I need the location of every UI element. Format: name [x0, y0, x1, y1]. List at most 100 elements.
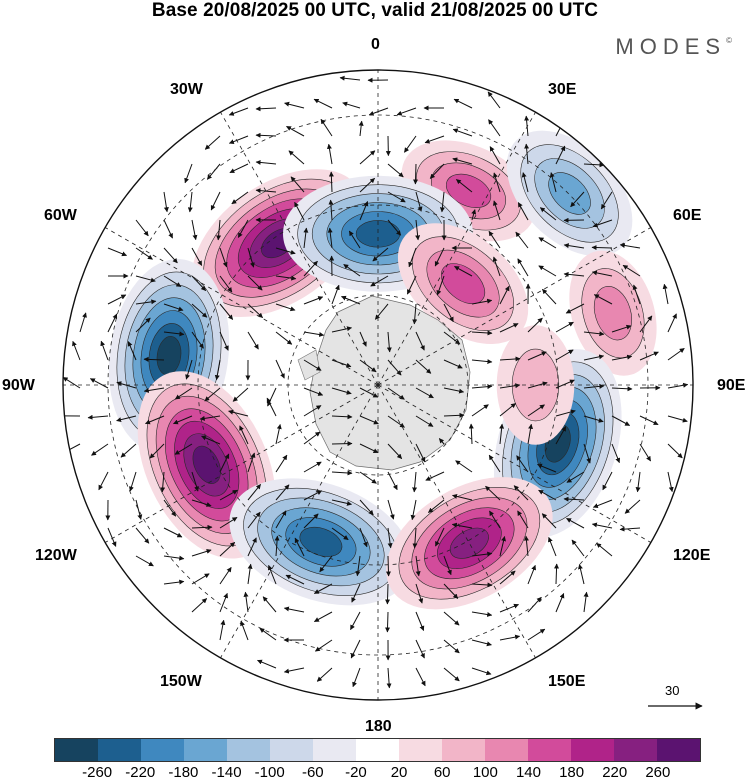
- wind-vector-arrow: [314, 639, 333, 652]
- wind-vector-arrow: [120, 443, 137, 458]
- wind-vector-arrow: [387, 499, 395, 520]
- wind-vector-arrow: [471, 298, 493, 305]
- wind-vector-arrow: [593, 294, 613, 305]
- wind-vector-arrow: [591, 522, 613, 529]
- reference-vector-label: 30: [665, 683, 680, 698]
- wind-vector-arrow: [372, 247, 389, 262]
- wind-vector-arrow: [571, 539, 585, 557]
- anomaly-contour-ridge-120w: [192, 445, 221, 484]
- wind-vector-arrow: [412, 471, 418, 493]
- wind-vector-arrow: [415, 359, 432, 374]
- wind-vector-arrow: [255, 132, 277, 138]
- lon-label-0: 0: [371, 36, 380, 53]
- wind-vector-arrow: [443, 555, 452, 576]
- wind-vector-arrow: [89, 378, 109, 389]
- wind-vector-arrow: [191, 275, 207, 291]
- wind-vector-arrow: [596, 542, 613, 557]
- wind-vector-arrow: [487, 91, 501, 109]
- wind-vector-arrow: [163, 499, 177, 517]
- wind-vector-arrow: [611, 354, 633, 361]
- wind-vector-arrow: [566, 471, 585, 483]
- wind-vector-arrow: [331, 499, 352, 506]
- wind-vector-arrow: [240, 620, 249, 641]
- chart-title: Base 20/08/2025 00 UTC, valid 21/08/2025…: [151, 0, 599, 21]
- modes-logo: MODES©: [615, 34, 732, 60]
- wind-vector-arrow: [359, 415, 379, 425]
- wind-vector-arrow: [331, 414, 353, 420]
- wind-vector-arrow: [63, 376, 81, 389]
- lon-label-150e: 150E: [548, 673, 586, 690]
- wind-vector-arrow: [415, 583, 424, 604]
- wind-vector-arrow: [359, 201, 369, 221]
- wind-vector-arrow: [415, 191, 423, 212]
- wind-vector-arrow: [499, 634, 521, 641]
- wind-vector-arrow: [143, 387, 165, 393]
- wind-vector-arrow: [107, 247, 127, 257]
- wind-vector-arrow: [326, 143, 333, 165]
- wind-vector-arrow: [454, 265, 473, 277]
- wind-vector-arrow: [91, 443, 109, 456]
- wind-vector-arrow: [359, 359, 377, 373]
- wind-vector-arrow: [413, 163, 419, 185]
- wind-vector-arrow: [331, 326, 352, 333]
- wind-vector-arrow: [275, 484, 290, 501]
- wind-vector-arrow: [554, 563, 560, 585]
- wind-vector-arrow: [191, 524, 213, 530]
- wind-vector-arrow: [517, 202, 529, 221]
- wind-vector-arrow: [145, 415, 165, 425]
- wind-vector-arrow: [565, 303, 585, 314]
- wind-vector-arrow: [229, 163, 249, 174]
- wind-vector-arrow: [527, 351, 547, 361]
- wind-vector-arrow: [434, 247, 445, 267]
- wind-vector-arrow: [485, 485, 501, 501]
- wind-vector-arrow: [566, 517, 585, 529]
- wind-vector-arrow: [219, 542, 236, 557]
- wind-vector-arrow: [539, 207, 557, 221]
- wind-vector-arrow: [583, 331, 605, 337]
- wind-vector-arrow: [555, 321, 574, 333]
- colorbar-swatch: [313, 739, 356, 761]
- colorbar-swatch: [657, 739, 700, 761]
- wind-vector-arrow: [488, 230, 501, 249]
- wind-vector-arrow: [452, 493, 473, 501]
- wind-vector-arrow: [387, 219, 402, 236]
- wind-vector-arrow: [350, 639, 361, 659]
- wind-vector-arrow: [443, 583, 459, 599]
- wind-vector-arrow: [191, 471, 199, 492]
- wind-vector-arrow: [135, 219, 149, 237]
- colorbar-tick-label: -20: [345, 764, 367, 781]
- wind-vector-arrow: [455, 460, 473, 473]
- wind-vector-arrow: [374, 303, 389, 320]
- wind-vector-arrow: [316, 667, 333, 682]
- wind-vector-arrow: [515, 231, 529, 249]
- wind-vector-arrow: [328, 171, 334, 193]
- wind-vector-arrow: [359, 177, 375, 193]
- colorbar-tick-label: 100: [472, 764, 498, 781]
- wind-vector-arrow: [135, 275, 156, 283]
- wind-vector-arrow: [359, 527, 368, 548]
- wind-vector-arrow: [451, 522, 473, 529]
- wind-vector-arrow: [239, 425, 249, 445]
- wind-vector-arrow: [667, 471, 674, 493]
- wind-vector-arrow: [429, 163, 445, 179]
- wind-vector-arrow: [72, 340, 81, 361]
- wind-vector-arrow: [453, 98, 473, 109]
- wind-vector-arrow: [352, 667, 361, 688]
- wind-vector-arrow: [255, 188, 277, 194]
- wind-vector-arrow: [274, 535, 280, 557]
- wind-vector-arrow: [387, 191, 406, 203]
- wind-vector-arrow: [127, 341, 137, 361]
- wind-vector-arrow: [247, 511, 261, 529]
- wind-vector-arrow: [359, 150, 376, 165]
- wind-vector-arrow: [219, 619, 226, 641]
- wind-vector-arrow: [214, 359, 221, 381]
- wind-vector-arrow: [219, 566, 232, 585]
- colorbar-swatch: [184, 739, 227, 761]
- wind-vector-arrow: [499, 323, 519, 333]
- colorbar: [54, 738, 701, 762]
- wind-vector-arrow: [283, 667, 305, 674]
- wind-vector-arrow: [163, 191, 169, 213]
- wind-vector-arrow: [488, 119, 501, 137]
- wind-vector-arrow: [163, 527, 183, 538]
